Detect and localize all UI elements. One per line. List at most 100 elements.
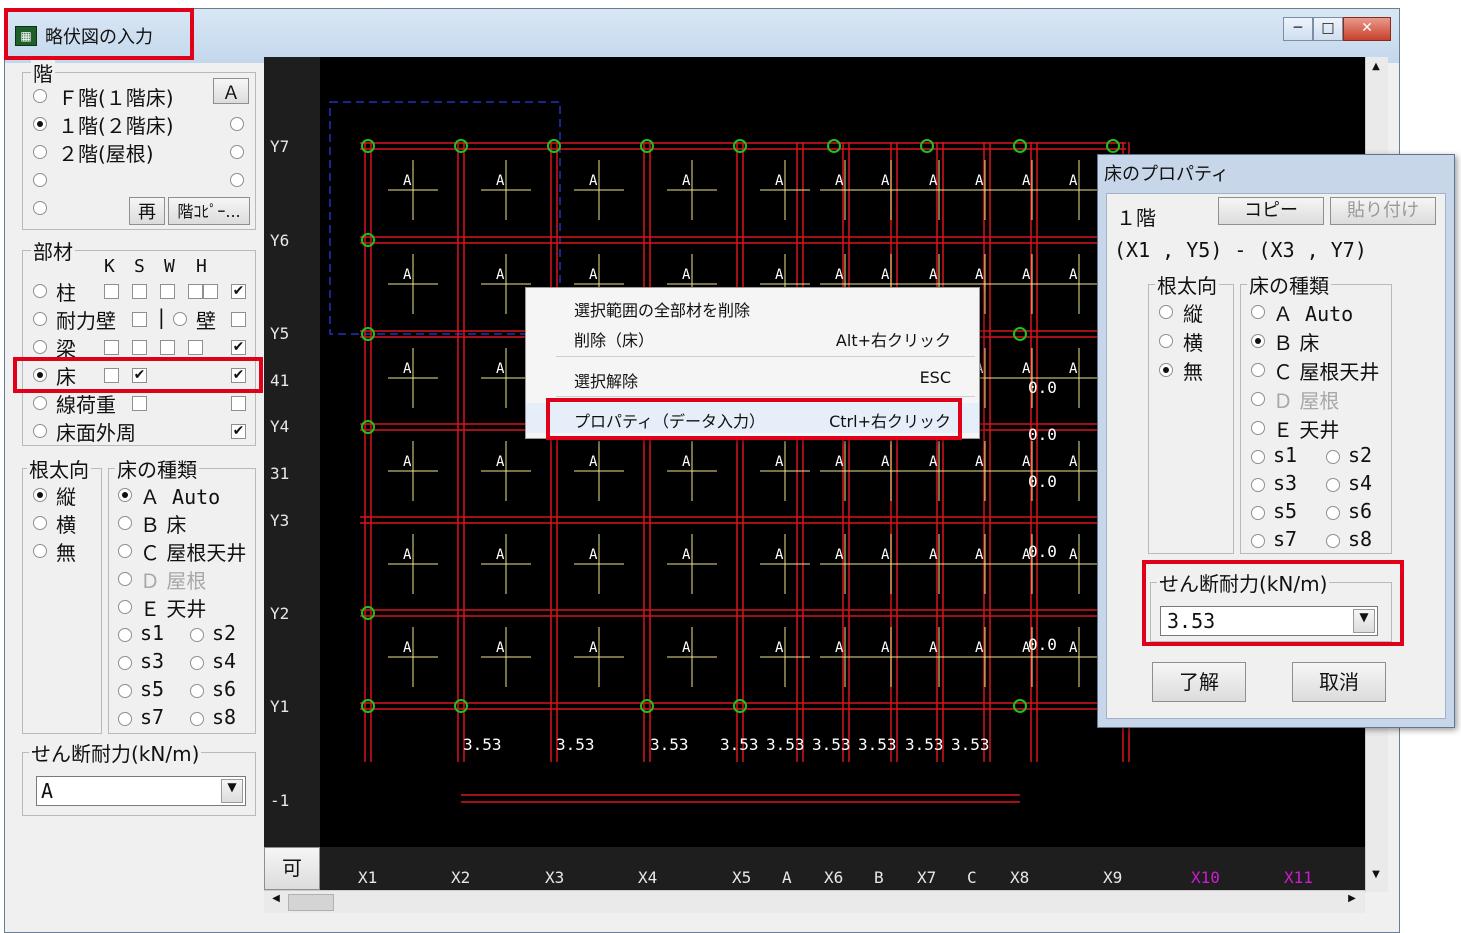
dialog-s5[interactable]: s5 [1273, 499, 1298, 523]
dialog-shear-value[interactable]: 3.53 [1167, 609, 1216, 633]
type-s4-radio[interactable] [190, 656, 204, 670]
type-s2-radio[interactable] [190, 628, 204, 642]
redo-button[interactable]: 再 [129, 197, 165, 225]
dialog-s1[interactable]: s1 [1273, 443, 1298, 467]
dialog-joist-horizontal-radio[interactable] [1159, 334, 1173, 348]
member-floor-show-check[interactable]: ✔ [231, 367, 246, 383]
member-beam-label[interactable]: 梁 [56, 337, 76, 361]
floor-option-2-radio[interactable] [33, 145, 47, 159]
floor-extra-radio-2[interactable] [230, 145, 244, 159]
floor-option-5-radio[interactable] [33, 201, 47, 215]
maximize-button[interactable]: □ [1313, 17, 1343, 41]
dialog-s7-radio[interactable] [1251, 534, 1265, 548]
dialog-type-c[interactable]: Ｃ 屋根天井 [1273, 360, 1380, 384]
dialog-s3-radio[interactable] [1251, 478, 1265, 492]
type-a-radio[interactable] [118, 488, 132, 502]
member-column-show-check[interactable]: ✔ [231, 283, 246, 299]
floor-copy-button[interactable]: 階ｺﾋﾟｰ... [168, 197, 250, 225]
member-lineload-radio[interactable] [33, 396, 47, 410]
dialog-s4-radio[interactable] [1326, 478, 1340, 492]
menu-delete-all[interactable]: 選択範囲の全部材を削除 [526, 292, 979, 322]
dialog-type-b-radio[interactable] [1251, 334, 1265, 348]
member-beam-show-check[interactable]: ✔ [231, 339, 246, 355]
member-wall-radio[interactable] [33, 312, 47, 326]
type-s8-label[interactable]: s8 [212, 705, 237, 729]
member-perimeter-label[interactable]: 床面外周 [56, 421, 136, 445]
member-wall-show-check[interactable] [231, 312, 246, 327]
member-wall-label[interactable]: 耐力壁 [56, 309, 116, 333]
joist-none-label[interactable]: 無 [56, 541, 76, 565]
floor-option-2[interactable]: ２階(屋根) [58, 142, 154, 166]
member-beam-radio[interactable] [33, 340, 47, 354]
type-s5-label[interactable]: s5 [140, 677, 165, 701]
member-column-w-check[interactable] [160, 284, 175, 299]
joist-vertical-label[interactable]: 縦 [56, 485, 76, 509]
dialog-type-c-radio[interactable] [1251, 363, 1265, 377]
member-wall2-label[interactable]: 壁 [196, 309, 216, 333]
type-b-radio[interactable] [118, 516, 132, 530]
member-perimeter-show-check[interactable]: ✔ [231, 423, 246, 439]
member-lineload-label[interactable]: 線荷重 [56, 393, 116, 417]
scroll-down-arrow-icon[interactable]: ▼ [1372, 869, 1380, 880]
member-wall2-radio[interactable] [173, 312, 187, 326]
type-a-label[interactable]: Ａ Auto [140, 485, 221, 509]
member-wall-k-check[interactable] [132, 312, 147, 327]
type-s5-radio[interactable] [118, 684, 132, 698]
type-d-radio[interactable] [118, 572, 132, 586]
type-s1-radio[interactable] [118, 628, 132, 642]
dialog-s6-radio[interactable] [1326, 506, 1340, 520]
chevron-down-icon[interactable]: ▼ [221, 779, 243, 803]
dialog-s4[interactable]: s4 [1348, 471, 1373, 495]
member-lineload-k-check[interactable] [132, 396, 147, 411]
floor-extra-radio-3[interactable] [230, 173, 244, 187]
dialog-joist-vertical[interactable]: 縦 [1183, 302, 1203, 326]
type-s8-radio[interactable] [190, 712, 204, 726]
joist-horizontal-radio[interactable] [33, 516, 47, 530]
corner-toggle[interactable]: 可 [264, 847, 320, 890]
member-column-h-check[interactable] [188, 284, 203, 299]
horizontal-scrollbar[interactable]: ◀ ▶ [264, 890, 1365, 913]
dialog-type-e-radio[interactable] [1251, 421, 1265, 435]
dialog-joist-horizontal[interactable]: 横 [1183, 331, 1203, 355]
joist-none-radio[interactable] [33, 544, 47, 558]
member-beam-k-check[interactable] [104, 340, 119, 355]
member-column-k-check[interactable] [104, 284, 119, 299]
type-e-label[interactable]: Ｅ 天井 [140, 597, 207, 621]
member-perimeter-radio[interactable] [33, 424, 47, 438]
dialog-joist-none-radio[interactable] [1159, 363, 1173, 377]
menu-delete-floor[interactable]: 削除（床） Alt+右クリック [526, 322, 979, 352]
scroll-up-arrow-icon[interactable]: ▲ [1372, 61, 1380, 72]
dialog-cancel-button[interactable]: 取消 [1292, 662, 1386, 702]
dialog-type-a[interactable]: Ａ Auto [1273, 302, 1354, 326]
member-column-h2-check[interactable] [203, 284, 218, 299]
scroll-left-arrow-icon[interactable]: ◀ [272, 893, 280, 904]
type-s7-radio[interactable] [118, 712, 132, 726]
member-floor-label[interactable]: 床 [56, 365, 76, 389]
dialog-s6[interactable]: s6 [1348, 499, 1373, 523]
menu-deselect[interactable]: 選択解除 ESC [526, 363, 979, 393]
member-beam-s-check[interactable] [132, 340, 147, 355]
dialog-shear-combo[interactable]: 3.53 ▼ [1160, 606, 1378, 636]
type-s4-label[interactable]: s4 [212, 649, 237, 673]
dialog-ok-button[interactable]: 了解 [1152, 662, 1246, 702]
dialog-s7[interactable]: s7 [1273, 527, 1298, 551]
type-b-label[interactable]: Ｂ 床 [140, 513, 187, 537]
floor-option-1-radio[interactable] [33, 117, 47, 131]
type-s1-label[interactable]: s1 [140, 621, 165, 645]
floor-option-1[interactable]: １階(２階床) [58, 114, 174, 138]
dialog-joist-none[interactable]: 無 [1183, 360, 1203, 384]
dialog-s8[interactable]: s8 [1348, 527, 1373, 551]
dialog-copy-button[interactable]: コピー [1218, 197, 1324, 225]
dialog-joist-vertical-radio[interactable] [1159, 305, 1173, 319]
type-s6-radio[interactable] [190, 684, 204, 698]
dialog-s8-radio[interactable] [1326, 534, 1340, 548]
joist-vertical-radio[interactable] [33, 488, 47, 502]
chevron-down-icon[interactable]: ▼ [1353, 609, 1375, 633]
member-column-s-check[interactable] [132, 284, 147, 299]
type-c-label[interactable]: Ｃ 屋根天井 [140, 541, 247, 565]
member-beam-w-check[interactable] [160, 340, 175, 355]
dialog-type-a-radio[interactable] [1251, 305, 1265, 319]
floor-option-f-radio[interactable] [33, 89, 47, 103]
dialog-type-e[interactable]: Ｅ 天井 [1273, 418, 1340, 442]
member-column-label[interactable]: 柱 [56, 281, 76, 305]
